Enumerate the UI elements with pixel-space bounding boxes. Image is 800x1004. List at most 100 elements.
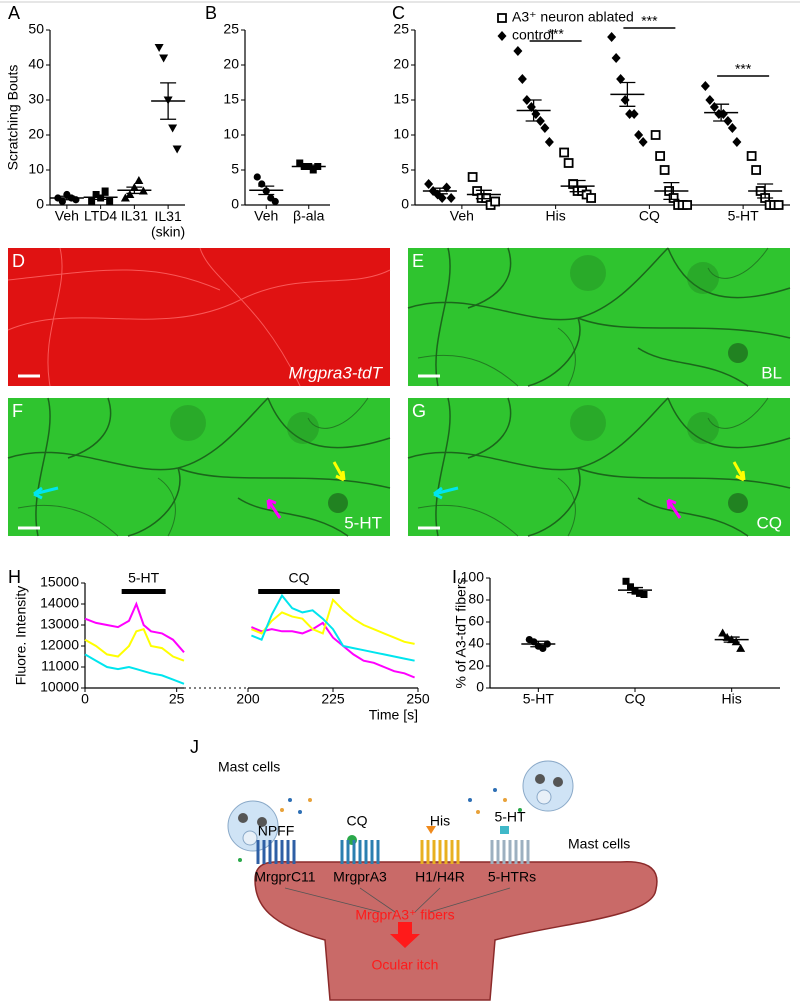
error-bar	[258, 185, 275, 196]
data-point	[773, 200, 784, 210]
y-tick-label: 40	[28, 56, 44, 72]
trace-line	[251, 593, 415, 662]
data-point	[638, 137, 648, 147]
outcome-label: Ocular itch	[372, 957, 439, 973]
data-point	[271, 197, 279, 206]
panel-label: E	[412, 251, 424, 271]
receptor-label: MrgprC11	[254, 869, 315, 885]
x-tick-label: CQ	[639, 208, 660, 224]
diagram-label: Mast cells	[568, 836, 630, 852]
data-point	[154, 44, 164, 52]
data-point	[296, 159, 304, 167]
trace-line	[251, 621, 415, 679]
data-point	[106, 198, 114, 205]
x-tick-label: 5-HT	[728, 208, 760, 224]
error-bar	[475, 189, 492, 200]
y-tick-label: 40	[468, 635, 484, 651]
y-tick-label: 20	[28, 126, 44, 142]
error-bar	[569, 179, 586, 193]
trace-line	[251, 597, 415, 645]
y-tick-label: 10	[393, 126, 409, 142]
error-bar	[300, 164, 317, 169]
ligand-label: His	[430, 813, 450, 829]
ligand-label: 5-HT	[494, 809, 526, 825]
y-tick-label: 5	[231, 161, 239, 177]
data-point	[101, 187, 109, 195]
trace-line	[84, 653, 185, 685]
data-point	[159, 54, 169, 63]
x-tick-label: 225	[321, 691, 345, 707]
x-tick-label: 200	[236, 691, 260, 707]
data-point	[513, 46, 523, 56]
data-point	[732, 137, 742, 147]
data-point	[659, 165, 670, 175]
error-bar	[530, 640, 547, 648]
data-point	[640, 591, 648, 598]
ligand-label: CQ	[347, 813, 368, 829]
data-point	[309, 166, 317, 174]
error-bar	[627, 586, 643, 594]
data-point	[92, 191, 100, 198]
data-point	[629, 109, 639, 119]
trace-line	[84, 627, 185, 662]
receptor-label: 5-HTRs	[488, 869, 536, 885]
x-tick-label: 25	[169, 691, 185, 707]
x-tick-label: Veh	[450, 208, 474, 224]
panel-label: D	[12, 251, 25, 271]
data-point	[627, 583, 634, 591]
y-tick-label: 20	[223, 56, 239, 72]
y-tick-label: 20	[468, 657, 484, 673]
y-tick-label: 20	[393, 56, 409, 72]
data-point	[88, 198, 96, 205]
data-point	[634, 130, 644, 140]
y-tick-label: 0	[476, 679, 484, 695]
error-bar	[92, 194, 109, 201]
y-tick-label: 0	[231, 196, 239, 212]
receptor-label: MrgprA3	[333, 869, 387, 885]
data-point	[746, 151, 757, 161]
x-tick-label: β-ala	[293, 208, 325, 224]
data-point	[559, 147, 570, 158]
panel-label: C	[392, 3, 405, 23]
image-label: BL	[761, 363, 782, 382]
y-tick-label: 12000	[40, 637, 79, 653]
x-tick-label: 5-HT	[523, 691, 555, 707]
data-point	[616, 74, 626, 84]
data-point	[490, 196, 501, 207]
data-point	[253, 173, 261, 181]
data-point	[620, 95, 630, 105]
image-label: 5-HT	[344, 513, 382, 532]
panel-label: J	[190, 737, 199, 757]
data-point	[467, 172, 478, 182]
x-tick-label: CQ	[625, 691, 646, 707]
data-point	[544, 137, 554, 147]
data-point	[718, 628, 728, 637]
y-tick-label: 60	[468, 613, 484, 629]
data-point	[134, 176, 144, 184]
image-panel-f: F 5-HT	[7, 397, 391, 537]
ligand-label: NPFF	[258, 823, 295, 839]
data-point	[736, 643, 746, 652]
data-point	[731, 637, 741, 646]
image-panel-g: G CQ	[407, 397, 791, 537]
y-tick-label: 0	[401, 196, 409, 212]
legend-label: control	[512, 27, 554, 43]
stimulus-bar	[258, 589, 340, 594]
stimulus-label: 5-HT	[128, 570, 160, 586]
y-tick-label: 100	[461, 569, 485, 585]
stimulus-label: CQ	[289, 570, 310, 586]
panel-label: F	[12, 401, 23, 421]
y-tick-label: 15000	[40, 574, 79, 590]
stimulus-bar	[121, 589, 166, 594]
y-tick-label: 30	[28, 91, 44, 107]
error-bar	[713, 103, 730, 122]
data-point	[751, 165, 762, 175]
data-point	[540, 123, 550, 133]
data-point	[563, 158, 574, 168]
error-bar	[757, 183, 774, 199]
data-point	[655, 151, 666, 161]
panel-label: G	[412, 401, 426, 421]
panel-label: A	[8, 3, 20, 23]
y-axis-label: Scratching Bouts	[5, 65, 21, 171]
data-point	[727, 123, 737, 133]
